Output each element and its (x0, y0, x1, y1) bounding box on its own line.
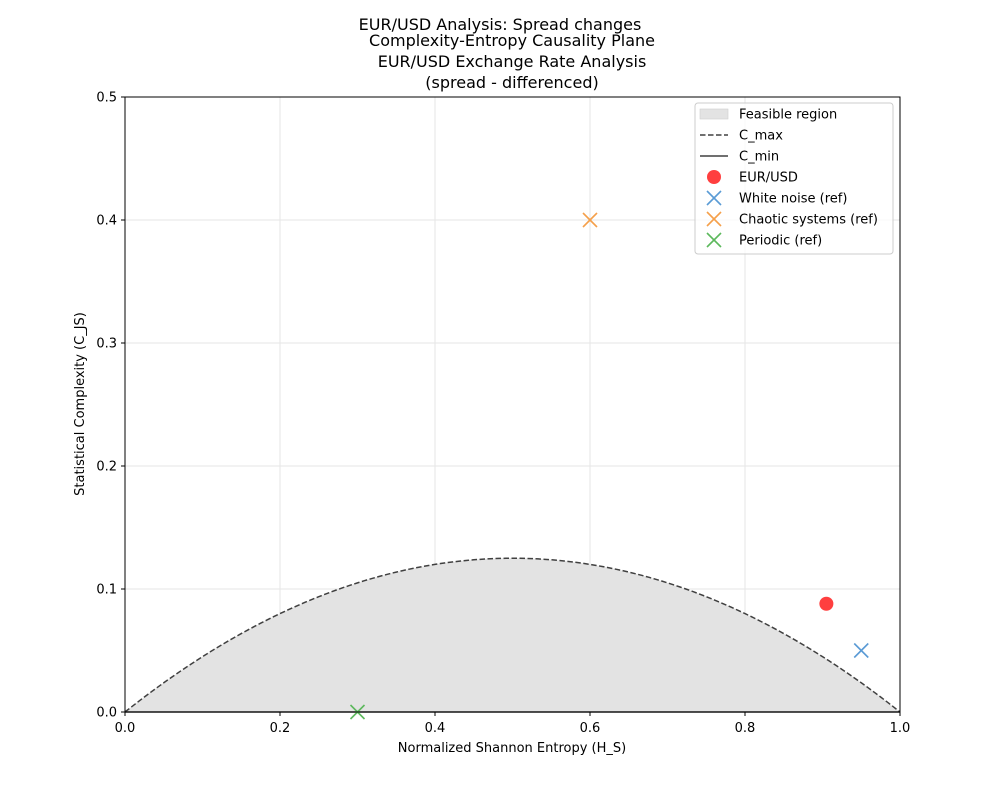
plot-frame (124, 96, 901, 713)
legend-label: White noise (ref) (739, 192, 847, 207)
data-point-eur-usd (819, 596, 834, 611)
legend-label: C_min (739, 150, 779, 165)
legend-marker (706, 190, 722, 206)
legend-marker-stroke (706, 211, 722, 227)
y-tick-label: 0.1 (96, 583, 117, 598)
figure-suptitle: EUR/USD Analysis: Spread changes (359, 15, 642, 34)
data-point-white-noise-ref-stroke (853, 642, 869, 659)
legend-feasible-region: Feasible region (699, 108, 837, 123)
legend-items: Feasible region C_max C_min EUR/USD White no… (699, 108, 878, 249)
legend-series-1: White noise (ref) (706, 190, 847, 207)
x-tick-label: 0.4 (425, 721, 446, 736)
legend-box (694, 102, 894, 255)
legend-marker (706, 211, 722, 227)
data-point-chaotic-systems-ref-stroke (582, 212, 598, 228)
x-tick-label: 0.8 (735, 721, 756, 736)
legend-series-2: Chaotic systems (ref) (706, 211, 878, 228)
legend-label: Feasible region (739, 108, 837, 123)
legend-label: EUR/USD (739, 171, 798, 186)
chart-title-line-2: EUR/USD Exchange Rate Analysis (378, 52, 647, 71)
c-max-curve (124, 557, 901, 713)
x-tick-label: 0.6 (580, 721, 601, 736)
feasible-region (125, 558, 900, 712)
legend-swatch (699, 108, 729, 120)
y-tick-label: 0.2 (96, 460, 117, 475)
x-tick-label: 0.0 (115, 721, 136, 736)
data-point-white-noise-ref (853, 642, 869, 659)
legend-marker (706, 232, 722, 248)
x-tick-label: 0.2 (270, 721, 291, 736)
legend-c-min: C_min (700, 150, 779, 165)
y-tick-label: 0.5 (96, 91, 117, 106)
legend-label: C_max (739, 129, 783, 144)
legend-marker-stroke (706, 190, 722, 206)
data-point-chaotic-systems-ref (582, 212, 598, 228)
x-tick-label: 1.0 (890, 721, 911, 736)
x-axis-ticks: 0.0 0.2 0.4 0.6 0.8 1.0 (115, 712, 911, 736)
legend-series-0: EUR/USD (707, 170, 798, 186)
y-axis-ticks: 0.0 0.1 0.2 0.3 0.4 0.5 (96, 91, 125, 721)
y-tick-label: 0.3 (96, 337, 117, 352)
legend-label: Chaotic systems (ref) (739, 213, 878, 228)
chart-title-line-1: Complexity-Entropy Causality Plane (369, 31, 655, 50)
legend-marker-stroke (706, 232, 722, 248)
legend: Feasible region C_max C_min EUR/USD White no… (694, 102, 894, 255)
x-axis-label: Normalized Shannon Entropy (H_S) (398, 741, 626, 756)
legend-c-max: C_max (700, 129, 783, 144)
chart-title-line-3: (spread - differenced) (425, 73, 598, 92)
legend-marker (707, 170, 721, 184)
legend-series-3: Periodic (ref) (706, 232, 822, 249)
legend-label: Periodic (ref) (739, 234, 822, 249)
y-tick-label: 0.0 (96, 706, 117, 721)
y-tick-label: 0.4 (96, 214, 117, 229)
y-axis-label: Statistical Complexity (C_JS) (73, 312, 88, 496)
